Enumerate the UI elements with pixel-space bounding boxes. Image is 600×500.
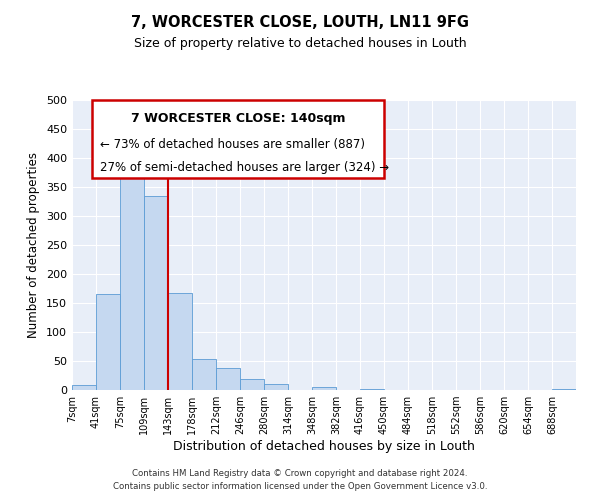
- Bar: [96, 294, 120, 390]
- Bar: [552, 389, 576, 390]
- Text: Size of property relative to detached houses in Louth: Size of property relative to detached ho…: [134, 38, 466, 51]
- Bar: [216, 368, 240, 390]
- FancyBboxPatch shape: [92, 100, 385, 178]
- Text: 7 WORCESTER CLOSE: 140sqm: 7 WORCESTER CLOSE: 140sqm: [131, 112, 346, 124]
- Text: 7, WORCESTER CLOSE, LOUTH, LN11 9FG: 7, WORCESTER CLOSE, LOUTH, LN11 9FG: [131, 15, 469, 30]
- Bar: [192, 360, 216, 390]
- Text: 27% of semi-detached houses are larger (324) →: 27% of semi-detached houses are larger (…: [100, 161, 389, 174]
- Bar: [72, 386, 96, 390]
- X-axis label: Distribution of detached houses by size in Louth: Distribution of detached houses by size …: [173, 440, 475, 453]
- Bar: [120, 148, 144, 390]
- Bar: [312, 387, 336, 390]
- Bar: [360, 389, 384, 390]
- Text: Contains public sector information licensed under the Open Government Licence v3: Contains public sector information licen…: [113, 482, 487, 491]
- Y-axis label: Number of detached properties: Number of detached properties: [28, 152, 40, 338]
- Text: ← 73% of detached houses are smaller (887): ← 73% of detached houses are smaller (88…: [100, 138, 365, 150]
- Text: Contains HM Land Registry data © Crown copyright and database right 2024.: Contains HM Land Registry data © Crown c…: [132, 468, 468, 477]
- Bar: [264, 384, 288, 390]
- Bar: [240, 379, 264, 390]
- Bar: [168, 292, 192, 390]
- Bar: [144, 196, 168, 390]
